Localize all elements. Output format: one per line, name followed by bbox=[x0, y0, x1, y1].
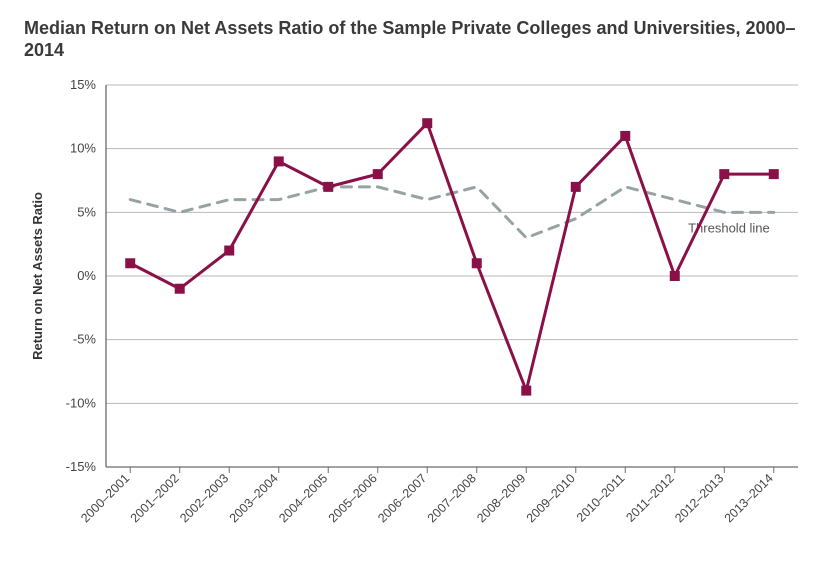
data-marker bbox=[125, 258, 135, 268]
data-marker bbox=[620, 131, 630, 141]
x-tick-label: 2007–2008 bbox=[425, 471, 479, 525]
y-axis-title: Return on Net Assets Ratio bbox=[30, 192, 45, 360]
y-tick-label: 5% bbox=[77, 205, 96, 220]
data-marker bbox=[472, 258, 482, 268]
chart-svg: -15%-10%-5%0%5%10%15%Threshold line2000–… bbox=[20, 71, 814, 571]
x-tick-label: 2002–2003 bbox=[177, 471, 231, 525]
main-series-line bbox=[130, 123, 774, 390]
x-tick-label: 2011–2012 bbox=[623, 471, 677, 525]
y-tick-label: -5% bbox=[73, 332, 97, 347]
y-tick-label: -10% bbox=[66, 396, 97, 411]
data-marker bbox=[175, 284, 185, 294]
data-marker bbox=[571, 182, 581, 192]
x-tick-label: 2005–2006 bbox=[326, 471, 380, 525]
x-tick-label: 2010–2011 bbox=[574, 471, 628, 525]
y-tick-label: -15% bbox=[66, 459, 97, 474]
data-marker bbox=[521, 386, 531, 396]
data-marker bbox=[323, 182, 333, 192]
x-tick-label: 2003–2004 bbox=[227, 471, 281, 525]
data-marker bbox=[769, 169, 779, 179]
data-marker bbox=[274, 157, 284, 167]
data-marker bbox=[224, 246, 234, 256]
data-marker bbox=[373, 169, 383, 179]
x-tick-label: 2001–2002 bbox=[128, 471, 182, 525]
y-tick-label: 15% bbox=[70, 77, 96, 92]
data-marker bbox=[422, 118, 432, 128]
x-tick-label: 2012–2013 bbox=[672, 471, 726, 525]
chart-title: Median Return on Net Assets Ratio of the… bbox=[24, 18, 814, 61]
x-tick-label: 2004–2005 bbox=[276, 471, 330, 525]
x-tick-label: 2000–2001 bbox=[78, 471, 132, 525]
x-tick-label: 2009–2010 bbox=[524, 471, 578, 525]
data-marker bbox=[670, 271, 680, 281]
y-tick-label: 10% bbox=[70, 141, 96, 156]
x-tick-label: 2006–2007 bbox=[375, 471, 429, 525]
y-tick-label: 0% bbox=[77, 268, 96, 283]
x-tick-label: 2008–2009 bbox=[474, 471, 528, 525]
x-tick-label: 2013–2014 bbox=[722, 471, 776, 525]
chart-area: -15%-10%-5%0%5%10%15%Threshold line2000–… bbox=[20, 71, 814, 571]
data-marker bbox=[719, 169, 729, 179]
